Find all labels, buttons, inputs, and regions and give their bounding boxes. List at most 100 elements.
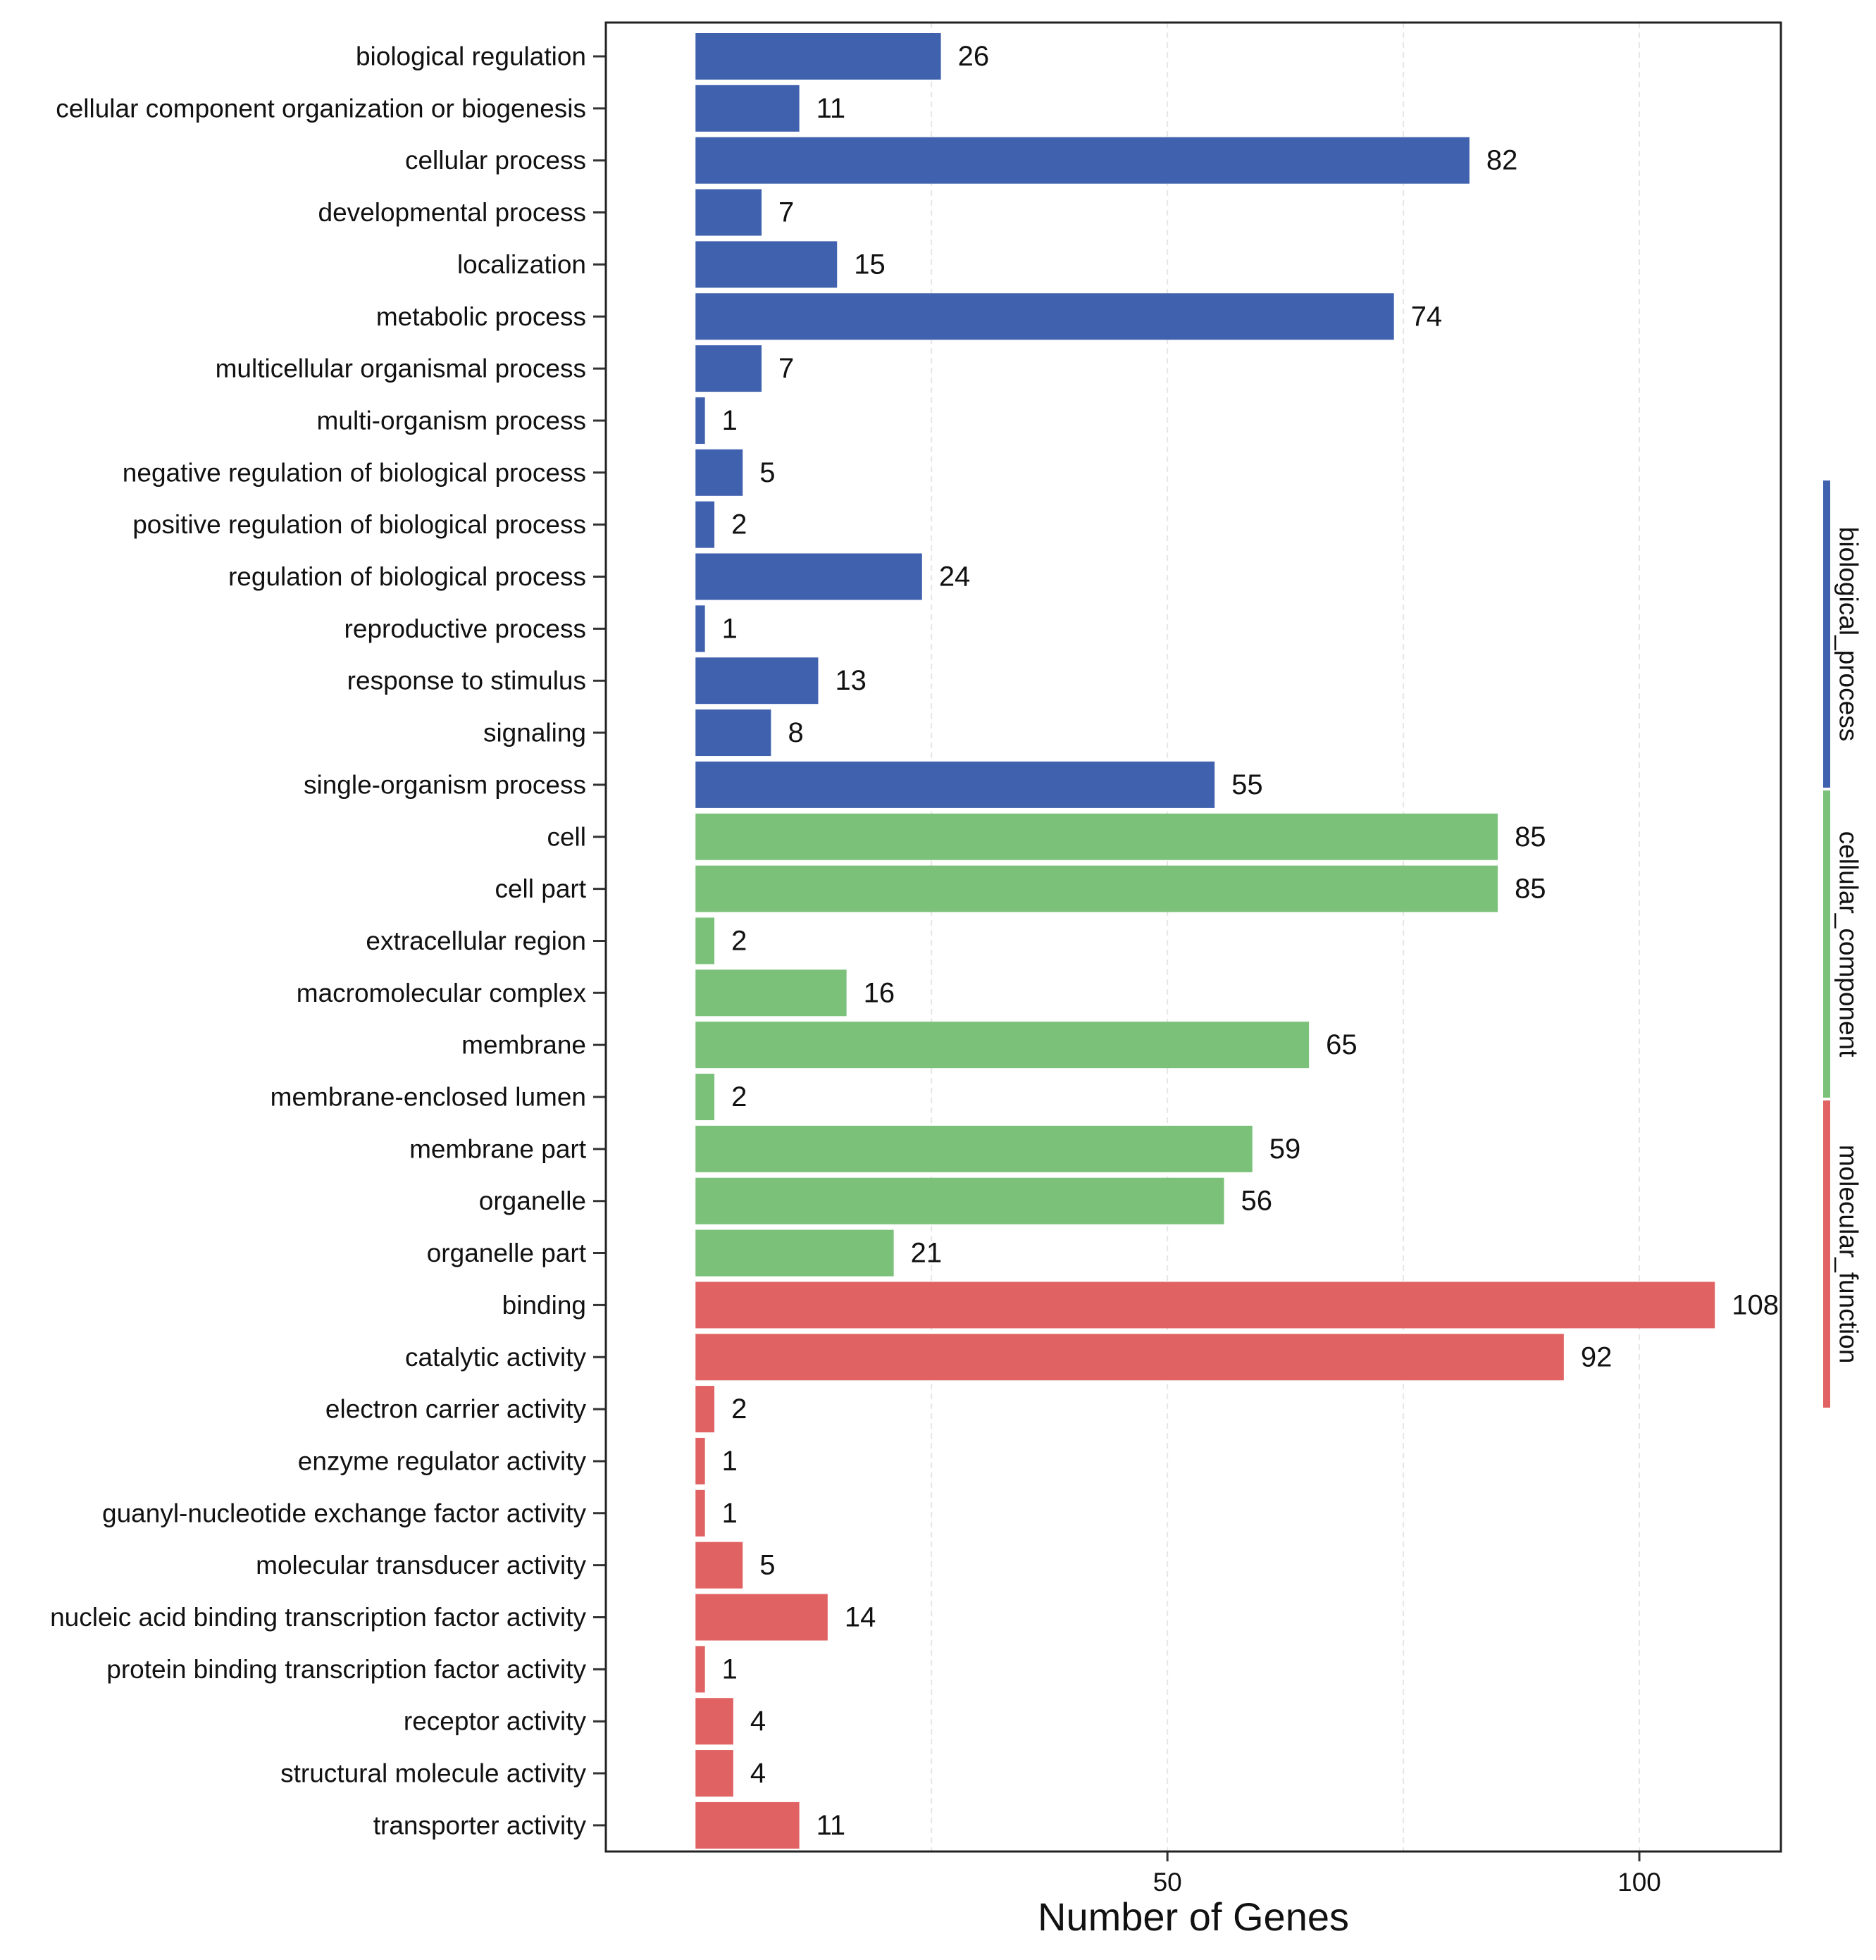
value-labels: 2611827157471522411385585852166525956211… (722, 41, 1779, 1841)
bar (695, 761, 1215, 808)
category-label: transporter activity (373, 1811, 587, 1840)
plot-panel-border (604, 21, 1782, 1853)
group-strip-label: cellular_component (1834, 831, 1863, 1058)
bars (695, 33, 1715, 1849)
grid-lines (931, 23, 1641, 1852)
category-label: positive regulation of biological proces… (132, 510, 586, 539)
category-label: single-organism process (304, 770, 586, 799)
category-label: enzyme regulator activity (298, 1446, 587, 1475)
bar (695, 1229, 894, 1277)
group-strip-bar (1823, 480, 1830, 788)
bar (695, 1386, 715, 1433)
bar (695, 865, 1498, 912)
bar (695, 189, 762, 236)
bar-value-label: 21 (911, 1238, 943, 1269)
category-label: protein binding transcription factor act… (106, 1655, 586, 1684)
category-label: molecular transducer activity (256, 1551, 586, 1580)
bar (695, 85, 800, 132)
bar-value-label: 16 (864, 977, 895, 1008)
bar (695, 1698, 733, 1745)
bar (695, 1177, 1224, 1224)
bar (695, 1334, 1564, 1381)
bar (695, 1489, 705, 1537)
bar-value-label: 8 (788, 717, 803, 748)
bar-value-label: 26 (958, 41, 990, 72)
bar-value-label: 65 (1326, 1029, 1358, 1060)
category-label: localization (457, 250, 586, 279)
bar-value-label: 24 (939, 562, 971, 593)
bar (695, 449, 743, 496)
category-label: electron carrier activity (325, 1395, 587, 1424)
bar (695, 345, 762, 392)
group-strips: biological_process cellular_componentmole… (1823, 480, 1863, 1408)
category-label: developmental process (318, 198, 587, 227)
bar-value-label: 11 (816, 93, 846, 124)
bar-value-label: 4 (750, 1706, 766, 1737)
category-label: signaling (483, 719, 586, 748)
bar-value-label: 74 (1411, 301, 1443, 332)
bar-value-label: 1 (722, 1498, 738, 1529)
category-label: cell (547, 822, 586, 851)
x-axis-title: Number of Genes (1038, 1894, 1349, 1939)
category-label: membrane-enclosed lumen (271, 1083, 586, 1112)
bar-value-label: 14 (845, 1602, 876, 1633)
bar-value-label: 4 (750, 1758, 766, 1789)
category-label: catalytic activity (405, 1343, 587, 1372)
bar-value-label: 13 (835, 665, 866, 696)
x-tick-label: 50 (1153, 1868, 1182, 1897)
bar-value-label: 1 (722, 1446, 738, 1477)
bar-value-label: 108 (1732, 1289, 1779, 1320)
category-label: extracellular region (366, 926, 586, 955)
bar (695, 241, 838, 288)
bar (695, 917, 715, 965)
bar-value-label: 7 (778, 353, 794, 384)
bar-value-label: 82 (1486, 145, 1518, 176)
category-label: nucleic acid binding transcription facto… (50, 1603, 586, 1632)
bar (695, 1022, 1310, 1069)
bar-value-label: 55 (1231, 769, 1263, 800)
category-label: binding (502, 1291, 586, 1320)
bar-value-label: 59 (1269, 1134, 1301, 1165)
category-label: negative regulation of biological proces… (123, 458, 586, 487)
category-label: cellular process (405, 146, 586, 175)
bar (695, 969, 847, 1017)
category-label: reproductive process (344, 614, 586, 643)
bar (695, 1594, 828, 1641)
bar-value-label: 2 (731, 925, 747, 956)
category-label: cellular component organization or bioge… (56, 94, 586, 123)
group-strip-label: molecular_function (1834, 1145, 1863, 1364)
bar-value-label: 11 (816, 1810, 846, 1841)
x-ticks: 50 100 (1153, 1852, 1661, 1897)
category-label: guanyl-nucleotide exchange factor activi… (102, 1499, 586, 1527)
category-label: organelle (479, 1186, 586, 1215)
bar-value-label: 56 (1241, 1186, 1273, 1217)
bar (695, 137, 1470, 184)
bar-value-label: 85 (1515, 874, 1546, 905)
category-label: response to stimulus (347, 666, 586, 695)
category-label: receptor activity (404, 1707, 587, 1736)
bar (695, 1282, 1715, 1329)
bar-value-label: 2 (731, 1394, 747, 1425)
bar-value-label: 5 (759, 1550, 775, 1581)
group-strip-bar (1823, 1100, 1830, 1408)
category-label: membrane part (409, 1134, 587, 1163)
bar (695, 33, 941, 80)
bar-value-label: 1 (722, 405, 738, 436)
bar-value-label: 85 (1515, 821, 1546, 852)
category-label: macromolecular complex (297, 979, 587, 1007)
bar (695, 1646, 705, 1693)
category-label: biological regulation (356, 42, 586, 71)
bar-value-label: 2 (731, 1081, 747, 1112)
x-tick-label: 100 (1617, 1868, 1661, 1897)
bar (695, 553, 922, 600)
bar (695, 293, 1394, 340)
bar (695, 1542, 743, 1589)
category-labels: biological regulation cellular component … (50, 42, 606, 1840)
bar (695, 1125, 1253, 1172)
bar-value-label: 7 (778, 197, 794, 228)
bar (695, 1750, 733, 1797)
bar-value-label: 92 (1581, 1341, 1613, 1372)
bar-value-label: 5 (759, 457, 775, 488)
bar (695, 1074, 715, 1120)
